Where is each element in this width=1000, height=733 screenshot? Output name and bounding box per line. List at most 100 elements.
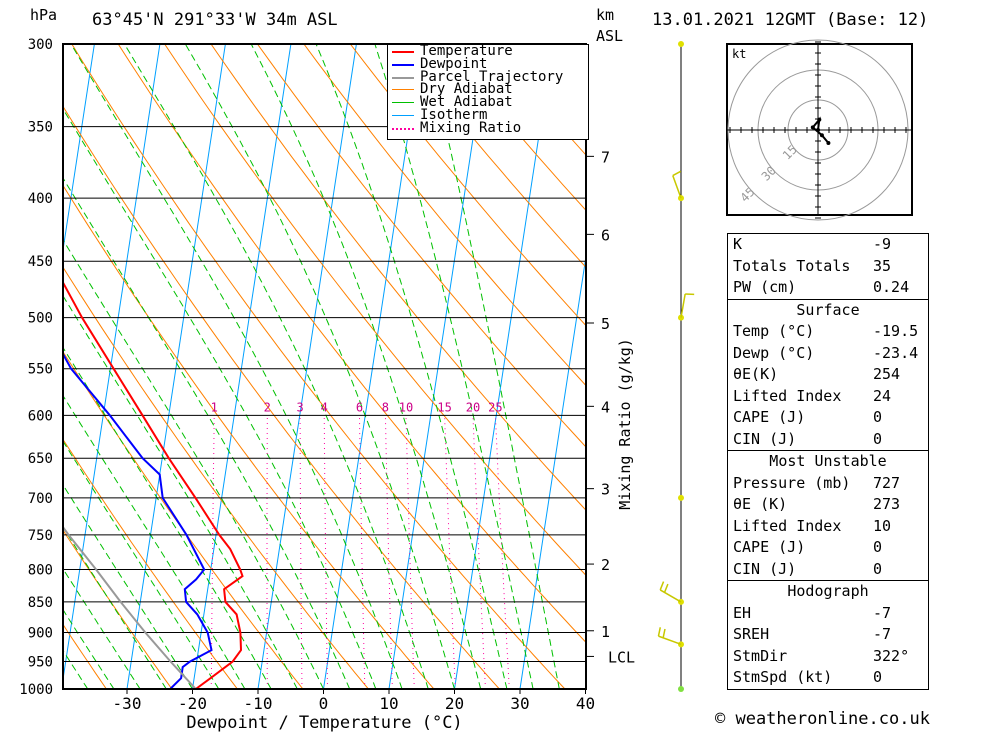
hodograph-point (816, 128, 820, 132)
mixing-ratio-label: 15 (437, 400, 451, 414)
wind-barb-dot (678, 494, 684, 501)
mixing-ratio-label: 8 (382, 400, 389, 414)
dry-adiabat-line (164, 44, 586, 577)
temperature-tick-label: 20 (445, 694, 464, 713)
index-row: Pressure (mb) 727 (733, 473, 901, 492)
wet-adiabat-line (184, 44, 455, 689)
index-row: θE (K) 273 (733, 495, 901, 513)
isotherm-line (323, 44, 423, 689)
location-title: 63°45'N 291°33'W 34m ASL (92, 10, 338, 30)
dry-adiabat-line (63, 529, 173, 689)
isotherm-line (126, 44, 226, 689)
pressure-tick-label: 650 (28, 451, 53, 467)
wet-adiabat-line (315, 44, 508, 689)
mixing-ratio-line (299, 415, 303, 689)
hodograph-point (817, 117, 822, 122)
mixing-ratio-label: 6 (356, 400, 363, 414)
hodograph-point (810, 125, 815, 130)
mixing-ratio-line (323, 415, 328, 689)
mixing-ratio-axis-label: Mixing Ratio (g/kg) (616, 338, 634, 510)
km-tick-label: 2 (601, 556, 610, 574)
index-row: Lifted Index 10 (733, 516, 892, 535)
dry-adiabat-line (63, 266, 369, 689)
dry-adiabat-line (63, 623, 107, 689)
temperature-tick-label: 0 (319, 694, 329, 713)
plot-area (0, 44, 586, 689)
mixing-ratio-label: 4 (321, 400, 328, 414)
mixing-ratio-label: 2 (264, 400, 271, 414)
mixing-ratio-label: 25 (488, 400, 502, 414)
pressure-unit-label: hPa (30, 6, 58, 24)
km-tick-label: 4 (601, 398, 610, 416)
general-indices: K -9 Totals Totals 35 PW (cm) 0.24 (728, 234, 928, 300)
isotherm-line (63, 44, 161, 683)
pressure-tick-label: 750 (28, 528, 53, 544)
mixing-ratio-label: 1 (211, 400, 218, 414)
wet-adiabat-line (70, 44, 403, 689)
section-title: Hodograph (787, 582, 869, 600)
dry-adiabat-line (63, 105, 500, 689)
most-unstable-indices: Most Unstable Pressure (mb) 727 θE (K) 273… (728, 451, 928, 581)
wet-adiabat-line (63, 526, 167, 689)
copyright-footer: © weatheronline.co.uk (715, 709, 930, 729)
index-row: Dewp (°C) -23.4 (733, 343, 919, 362)
hodograph-indices: Hodograph EH -7 SREH -7 StmDir 322° StmSpd … (728, 581, 928, 689)
wind-barb-shaft (672, 175, 682, 199)
mixing-ratio-line (494, 415, 510, 689)
dry-adiabat-line (303, 44, 586, 387)
pressure-tick-label: 950 (28, 655, 53, 671)
wind-barb-shaft (659, 589, 682, 603)
index-row: EH -7 (733, 603, 892, 622)
datetime-title: 13.01.2021 12GMT (Base: 12) (652, 10, 929, 30)
dry-adiabat-line (442, 44, 586, 212)
isotherm-line (0, 44, 29, 689)
hodograph-point (819, 133, 824, 138)
isotherm-line (192, 44, 292, 689)
index-row: K -9 (733, 235, 892, 253)
mixing-ratio-label: 20 (466, 400, 480, 414)
index-row: θE(K) 254 (733, 365, 901, 383)
mixing-ratio-label: 10 (399, 400, 413, 414)
index-row: StmDir 322° (733, 646, 910, 665)
wind-barb-dot (678, 686, 684, 692)
index-row: PW (cm) 0.24 (733, 278, 910, 296)
pressure-tick-label: 350 (28, 120, 53, 136)
mixing-ratio-line (359, 415, 366, 689)
mixing-ratio-line (384, 415, 393, 689)
isotherm-line (63, 44, 95, 254)
wind-barb-flag (672, 170, 682, 177)
pressure-tick-label: 700 (28, 491, 53, 507)
dry-adiabat-line (256, 44, 586, 448)
km-tick-label: 3 (601, 481, 610, 499)
dry-adiabat-line (210, 44, 586, 512)
pressure-tick-label: 800 (28, 562, 53, 578)
pressure-tick-label: 850 (28, 595, 53, 611)
wind-barb-flag (657, 627, 662, 637)
index-row: StmSpd (kt) 0 (733, 668, 883, 686)
chart-legend: Temperature Dewpoint Parcel Trajectory D… (387, 44, 589, 140)
km-unit-label: km (596, 6, 615, 24)
dry-adiabat-line (63, 350, 304, 689)
series-temperature-line (63, 280, 244, 689)
wind-barb-dot (678, 41, 684, 47)
temperature-tick-label: 10 (379, 694, 398, 713)
isotherm-line (585, 682, 586, 689)
section-title: Most Unstable (769, 452, 887, 470)
wet-adiabat-line (250, 44, 482, 689)
temperature-tick-label: 30 (510, 694, 529, 713)
temperature-tick-label: 40 (576, 694, 595, 713)
surface-indices: Surface Temp (°C) -19.5 Dewp (°C) -23.4 θE… (728, 300, 928, 451)
asl-unit-label: ASL (596, 27, 624, 45)
index-row: Lifted Index 24 (733, 386, 892, 405)
index-row: CAPE (J) 0 (733, 538, 883, 556)
temperature-tick-label: -10 (244, 694, 273, 713)
legend-swatch (392, 89, 414, 91)
plot-frame (62, 43, 587, 690)
legend-item-dewpoint: Dewpoint (388, 57, 588, 71)
wind-barb-shaft (658, 635, 682, 646)
wet-adiabat-line (63, 567, 141, 689)
section-title: Surface (796, 300, 860, 319)
km-tick-label: 7 (601, 148, 610, 166)
isotherm-line (388, 44, 488, 689)
